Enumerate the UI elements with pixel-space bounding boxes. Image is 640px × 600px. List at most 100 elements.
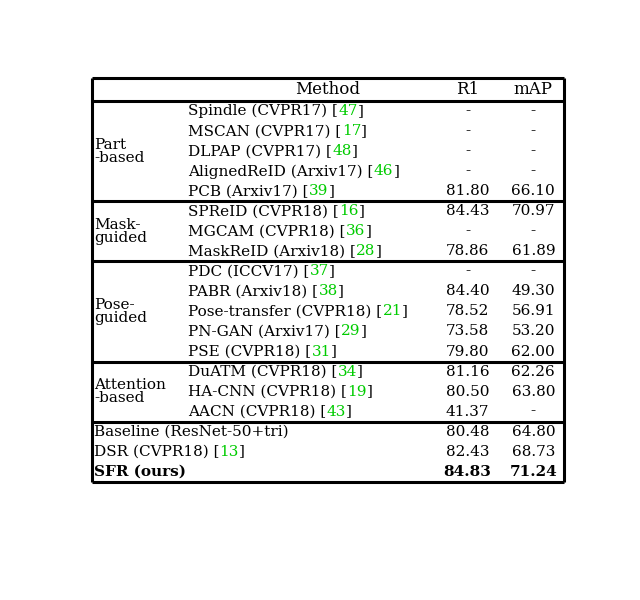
- Text: 70.97: 70.97: [511, 205, 555, 218]
- Text: 62.00: 62.00: [511, 344, 556, 359]
- Text: HA-CNN (CVPR18) [: HA-CNN (CVPR18) [: [189, 385, 348, 398]
- Text: -: -: [465, 104, 470, 118]
- Text: DLPAP (CVPR17) [: DLPAP (CVPR17) [: [189, 145, 332, 158]
- Text: AACN (CVPR18) [: AACN (CVPR18) [: [189, 404, 327, 419]
- Text: 34: 34: [338, 365, 357, 379]
- Text: 41.37: 41.37: [445, 404, 489, 419]
- Text: Mask-: Mask-: [94, 218, 140, 232]
- Text: -: -: [531, 164, 536, 178]
- Text: -: -: [465, 265, 470, 278]
- Text: 78.86: 78.86: [446, 244, 489, 259]
- Text: 31: 31: [312, 344, 331, 359]
- Text: ]: ]: [328, 184, 334, 199]
- Text: 16: 16: [339, 205, 359, 218]
- Text: -: -: [531, 265, 536, 278]
- Text: 48: 48: [332, 145, 352, 158]
- Text: 84.43: 84.43: [445, 205, 489, 218]
- Text: SPReID (CVPR18) [: SPReID (CVPR18) [: [189, 205, 339, 218]
- Text: -: -: [465, 164, 470, 178]
- Text: PN-GAN (Arxiv17) [: PN-GAN (Arxiv17) [: [189, 325, 341, 338]
- Text: -: -: [465, 124, 470, 138]
- Text: ]: ]: [357, 365, 363, 379]
- Text: 68.73: 68.73: [512, 445, 555, 458]
- Text: 21: 21: [383, 304, 402, 319]
- Text: ]: ]: [360, 325, 367, 338]
- Text: 79.80: 79.80: [445, 344, 489, 359]
- Text: MaskReID (Arxiv18) [: MaskReID (Arxiv18) [: [189, 244, 356, 259]
- Text: -: -: [531, 404, 536, 419]
- Text: -: -: [531, 145, 536, 158]
- Text: SFR (ours): SFR (ours): [94, 464, 186, 479]
- Text: 82.43: 82.43: [445, 445, 489, 458]
- Text: guided: guided: [94, 231, 147, 245]
- Text: -based: -based: [94, 391, 145, 405]
- Text: 78.52: 78.52: [446, 304, 489, 319]
- Text: mAP: mAP: [514, 81, 553, 98]
- Text: 63.80: 63.80: [511, 385, 555, 398]
- Text: ]: ]: [352, 145, 358, 158]
- Text: Pose-transfer (CVPR18) [: Pose-transfer (CVPR18) [: [189, 304, 383, 319]
- Text: -: -: [531, 124, 536, 138]
- Text: ]: ]: [329, 265, 335, 278]
- Text: MSCAN (CVPR17) [: MSCAN (CVPR17) [: [189, 124, 342, 138]
- Text: 56.91: 56.91: [511, 304, 555, 319]
- Text: ]: ]: [358, 104, 364, 118]
- Text: ]: ]: [376, 244, 381, 259]
- Text: ]: ]: [394, 164, 399, 178]
- Text: PCB (Arxiv17) [: PCB (Arxiv17) [: [189, 184, 309, 199]
- Text: 43: 43: [327, 404, 346, 419]
- Text: ]: ]: [239, 445, 244, 458]
- Text: ]: ]: [331, 344, 337, 359]
- Text: DSR (CVPR18) [: DSR (CVPR18) [: [94, 445, 220, 458]
- Text: 28: 28: [356, 244, 376, 259]
- Text: PSE (CVPR18) [: PSE (CVPR18) [: [189, 344, 312, 359]
- Text: ]: ]: [346, 404, 352, 419]
- Text: Baseline (ResNet-50+tri): Baseline (ResNet-50+tri): [94, 425, 289, 439]
- Text: 36: 36: [346, 224, 365, 238]
- Text: 84.83: 84.83: [444, 464, 492, 479]
- Text: R1: R1: [456, 81, 479, 98]
- Text: 46: 46: [374, 164, 394, 178]
- Text: -: -: [465, 224, 470, 238]
- Text: PABR (Arxiv18) [: PABR (Arxiv18) [: [189, 284, 319, 298]
- Text: Part: Part: [94, 138, 126, 152]
- Text: Method: Method: [296, 81, 360, 98]
- Text: AlignedReID (Arxiv17) [: AlignedReID (Arxiv17) [: [189, 164, 374, 179]
- Text: ]: ]: [361, 124, 367, 138]
- Text: -: -: [531, 104, 536, 118]
- Text: 80.50: 80.50: [445, 385, 489, 398]
- Text: 71.24: 71.24: [509, 464, 557, 479]
- Text: Spindle (CVPR17) [: Spindle (CVPR17) [: [189, 104, 339, 118]
- Text: -based: -based: [94, 151, 145, 164]
- Text: 53.20: 53.20: [511, 325, 555, 338]
- Text: 84.40: 84.40: [445, 284, 490, 298]
- Text: ]: ]: [402, 304, 408, 319]
- Text: Attention: Attention: [94, 378, 166, 392]
- Text: 17: 17: [342, 124, 361, 138]
- Text: 81.16: 81.16: [445, 365, 490, 379]
- Text: guided: guided: [94, 311, 147, 325]
- Text: -: -: [465, 145, 470, 158]
- Text: 64.80: 64.80: [511, 425, 555, 439]
- Text: PDC (ICCV17) [: PDC (ICCV17) [: [189, 265, 310, 278]
- Text: 66.10: 66.10: [511, 184, 556, 199]
- Text: ]: ]: [338, 284, 344, 298]
- Text: 39: 39: [309, 184, 328, 199]
- Text: -: -: [531, 224, 536, 238]
- Text: 13: 13: [220, 445, 239, 458]
- Text: 49.30: 49.30: [511, 284, 555, 298]
- Text: 62.26: 62.26: [511, 365, 556, 379]
- Text: ]: ]: [367, 385, 372, 398]
- Text: 80.48: 80.48: [445, 425, 489, 439]
- Text: 47: 47: [339, 104, 358, 118]
- Text: 19: 19: [348, 385, 367, 398]
- Text: ]: ]: [359, 205, 365, 218]
- Text: 29: 29: [341, 325, 360, 338]
- Text: 61.89: 61.89: [511, 244, 555, 259]
- Text: ]: ]: [365, 224, 371, 238]
- Text: MGCAM (CVPR18) [: MGCAM (CVPR18) [: [189, 224, 346, 238]
- Text: DuATM (CVPR18) [: DuATM (CVPR18) [: [189, 365, 338, 379]
- Text: 37: 37: [310, 265, 329, 278]
- Text: 73.58: 73.58: [446, 325, 489, 338]
- Text: 38: 38: [319, 284, 338, 298]
